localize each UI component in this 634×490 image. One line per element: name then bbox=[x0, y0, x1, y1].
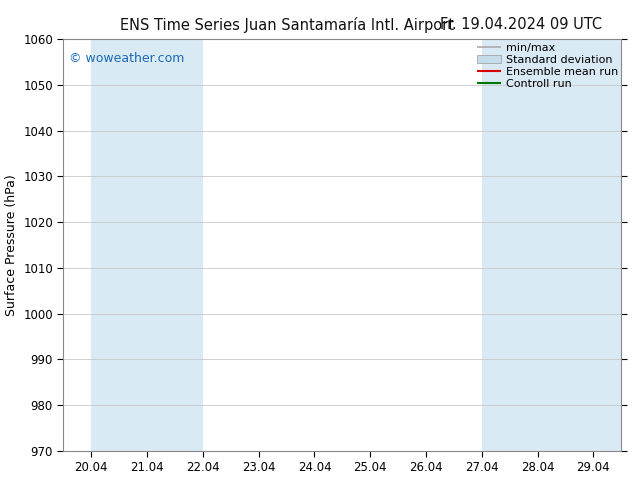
Y-axis label: Surface Pressure (hPa): Surface Pressure (hPa) bbox=[4, 174, 18, 316]
Bar bbox=[593, 39, 621, 451]
Text: ENS Time Series Juan Santamaría Intl. Airport: ENS Time Series Juan Santamaría Intl. Ai… bbox=[120, 17, 453, 33]
Text: Fr. 19.04.2024 09 UTC: Fr. 19.04.2024 09 UTC bbox=[440, 17, 602, 32]
Text: © woweather.com: © woweather.com bbox=[69, 51, 184, 65]
Bar bbox=[91, 39, 203, 451]
Bar bbox=[482, 39, 593, 451]
Legend: min/max, Standard deviation, Ensemble mean run, Controll run: min/max, Standard deviation, Ensemble me… bbox=[477, 43, 618, 89]
